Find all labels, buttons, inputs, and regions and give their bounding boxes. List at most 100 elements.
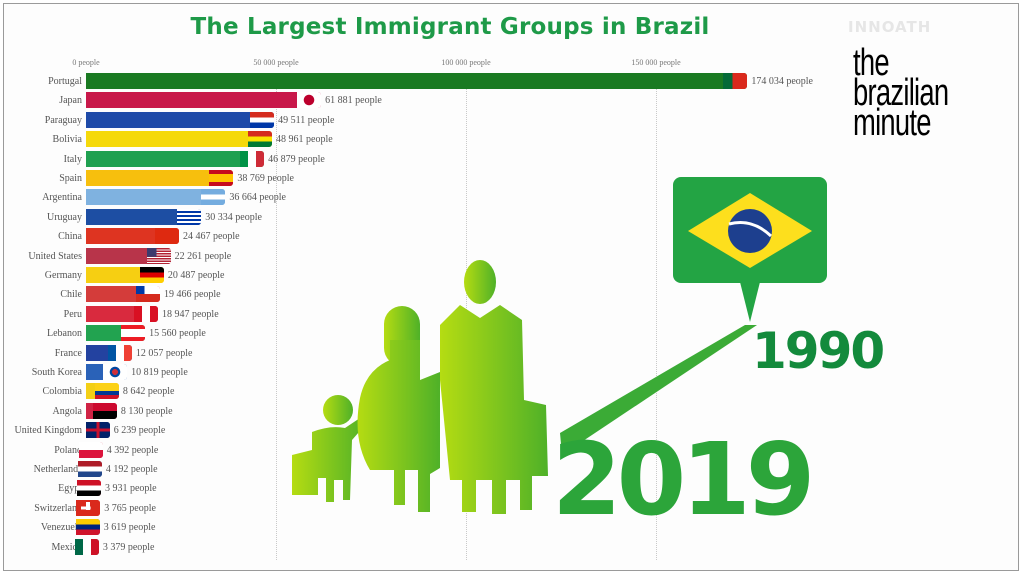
bar [86,150,265,167]
value-label: 15 560 people [149,328,206,340]
year-1990-label: 1990 [752,322,885,380]
country-label: United States [28,250,82,262]
country-label: Spain [59,173,82,184]
switzerland-flag-icon [76,499,101,516]
country-label: Paraguay [44,114,82,126]
bar [86,92,322,109]
value-label: 8 642 people [122,386,175,398]
bar-row: Chile 19 466 people [0,286,1024,303]
value-label: 8 130 people [120,405,173,417]
bar [86,208,202,225]
value-label: 3 379 people [102,541,155,553]
bar-row: Netherlands 4 192 people [0,461,1024,478]
logo-line: minute [853,102,932,144]
gridline [276,80,277,560]
angola-flag-icon [92,402,117,419]
bar [86,111,275,128]
bar [86,73,748,89]
country-label: Mexico [51,541,82,553]
country-label: Portugal [48,76,82,87]
axis-tick-label: 50 000 people [253,58,299,67]
family-silhouette-icon [292,260,548,514]
bolivia-flag-icon [248,131,273,148]
spain-flag-icon [209,170,234,186]
bar [86,131,273,148]
japan-flag-icon [297,92,322,109]
country-label: Lebanon [47,328,82,340]
bar [86,189,226,206]
poland-flag-icon [78,441,103,458]
china-flag-icon [154,228,179,245]
value-label: 12 057 people [135,347,193,359]
bar-row: Uruguay 30 334 people [0,208,1024,226]
gridline [656,80,657,560]
value-label: 4 192 people [105,464,158,475]
netherlands-flag-icon [77,461,102,477]
axis-tick-label: 100 000 people [441,58,491,67]
bar-row: Portugal 174 034 people [0,73,1024,90]
bar-row: Poland 4 392 people [0,441,1024,459]
brazil-flag-icon [688,193,812,268]
axis-tick-label: 0 people [72,58,100,67]
value-label: 36 664 people [229,192,286,204]
country-label: Switzerland [34,502,82,514]
bar-row: China 24 467 people [0,228,1024,245]
bar-row: Mexico 3 379 people [0,538,1024,556]
country-label: Argentina [42,192,82,204]
value-label: 24 467 people [182,231,240,243]
peru-flag-icon [133,305,158,322]
united-kingdom-flag-icon [85,422,110,439]
bar-row: Germany 20 487 people [0,267,1024,284]
value-label: 38 769 people [237,173,294,184]
country-label: Colombia [42,386,82,398]
country-label: South Korea [31,367,82,378]
value-label: 3 931 people [104,483,157,495]
colombia-flag-icon [94,383,119,400]
country-label: Angola [52,405,82,417]
bar-row: Peru 18 947 people [0,305,1024,323]
country-label: Japan [59,95,82,107]
bar-row: Venezuela 3 619 people [0,519,1024,536]
value-label: 19 466 people [163,289,221,301]
logo-line: brazilian [853,72,949,114]
value-label: 20 487 people [167,270,225,281]
country-label: United Kingdom [14,425,83,437]
value-label: 49 511 people [278,114,335,126]
bar-row: Italy 46 879 people [0,150,1024,168]
timeline-connector [560,325,757,455]
egypt-flag-icon [76,480,101,497]
argentina-flag-icon [201,189,226,206]
value-label: 174 034 people [751,76,813,87]
mexico-flag-icon [74,538,99,555]
bar-row: Egypt 3 931 people [0,480,1024,497]
axis-tick-label: 150 000 people [631,58,681,67]
value-label: 4 392 people [106,444,159,456]
bar-row: Bolivia 48 961 people [0,131,1024,148]
italy-flag-icon [240,150,265,167]
bar-row: Argentina 36 664 people [0,189,1024,206]
logo-line: the [853,42,890,84]
south-korea-flag-icon [103,364,128,380]
chile-flag-icon [135,286,160,303]
country-label: Peru [63,308,82,320]
value-label: 61 881 people [325,95,382,107]
bar-row: Angola 8 130 people [0,402,1024,420]
value-label: 22 261 people [174,250,232,262]
value-label: 10 819 people [131,367,188,378]
country-label: Italy [63,153,82,165]
country-label: France [54,347,82,359]
country-label: China [58,231,82,243]
value-label: 46 879 people [268,153,325,165]
country-label: Chile [60,289,82,301]
chart-title: The Largest Immigrant Groups in Brazil [190,14,710,40]
bar [86,170,234,186]
bar-row: Colombia 8 642 people [0,383,1024,400]
bar-row: Japan 61 881 people [0,92,1024,109]
watermark: INNOATH [848,18,932,36]
value-label: 3 619 people [103,522,156,534]
bar-row: Paraguay 49 511 people [0,111,1024,129]
country-label: Uruguay [47,211,82,223]
year-2019-label: 2019 [552,421,815,538]
portugal-flag-icon [723,73,748,89]
